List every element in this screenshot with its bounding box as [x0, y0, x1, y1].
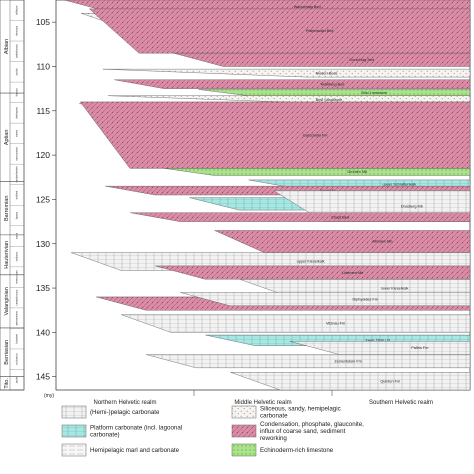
axis-tick-label: 125 [36, 194, 50, 204]
unit-label: Diphyoides Fm [353, 297, 378, 301]
legend-swatch-green [231, 443, 257, 457]
stage-column-box [0, 0, 25, 391]
substage-label: jacobi [15, 376, 19, 384]
stage-label: Barremian [4, 196, 10, 221]
substage-label: jacobi [15, 68, 19, 76]
realm-label: Middle Helvetic realm [234, 400, 291, 406]
axis-tick-label: 135 [36, 283, 50, 293]
unit-label: Brisi Limestone [361, 91, 387, 95]
unit-label: Plattenwald Bed [306, 29, 333, 33]
unit-label: Wannenalp Bed [294, 5, 321, 9]
unit-label: Niederi Beds [316, 71, 338, 75]
substage-label: furcata [15, 88, 19, 96]
unit-label: Quinten Fm [380, 379, 400, 383]
axis-tick-label: 140 [36, 327, 50, 337]
substage-label: boissieri [15, 334, 19, 344]
units-layer: Wannenalp BedGarschella FmSelun BedsPlat… [64, 0, 471, 391]
legend-swatch-dots [231, 405, 257, 419]
legend-label: Platform carbonate (incl. lagoonal [90, 425, 182, 432]
substage-label: verrucosum [15, 270, 19, 284]
stage-label: Berriasian [4, 340, 10, 365]
unit-label: Zementstein Fm [334, 359, 361, 363]
unit-hemi [230, 372, 471, 391]
substage-label: pertransiens [15, 310, 19, 325]
realm-label: Southern Helvetic realm [369, 400, 433, 406]
unit-hemi [121, 314, 471, 333]
unit-label: Grünten Mb [347, 170, 367, 174]
stage-column: Albian Aptian Barremian Hauterivian Valangin… [0, 0, 25, 391]
legend-label: reworking [260, 435, 287, 442]
legend-swatch-pink [231, 424, 257, 438]
stage-label: Hauterivian [4, 241, 10, 269]
substage-label: tardefurcata [15, 44, 19, 58]
substage-label: campylotoxus [15, 289, 19, 306]
legend-swatch-cyan [61, 424, 87, 438]
substage-label: ligatus [15, 211, 19, 219]
legend-label: carbonate [260, 413, 288, 420]
axis-tick-label: 130 [36, 239, 50, 249]
substage-label: weissi [15, 129, 19, 136]
substage-label: vandenheckei [15, 166, 19, 182]
unit-label: lower Kieselkalk [381, 286, 408, 290]
axis-tick-label: 110 [36, 61, 50, 71]
legend-label: Hemipelagic marl and carbonate [90, 447, 180, 454]
substage-label: sartousiana [15, 147, 19, 161]
unit-label: Durschlag Bed [349, 58, 374, 62]
axis-unit-label: (my) [44, 393, 54, 399]
unit-label: Brisi Sandstone [316, 98, 343, 102]
unit-hemi [146, 354, 471, 369]
substage-label: inflatum [15, 6, 19, 15]
unit-label: upper Schrattenkalk [382, 183, 416, 187]
substage-label: radiatus [15, 251, 19, 261]
substage-label: deshayesi [15, 107, 19, 119]
stage-label: Tito. [4, 378, 10, 389]
axis-tick-label: 145 [36, 372, 50, 382]
unit-label: Altmann Mb [372, 240, 392, 244]
legend-swatch-hemi [61, 405, 87, 419]
unit-pink [173, 52, 471, 67]
axis-tick-label: 105 [36, 17, 50, 27]
substage-label: sayni [15, 233, 19, 239]
legend-label: Condensation, phosphate, glauconite, [260, 421, 364, 428]
axis-tick-label: 120 [36, 150, 50, 160]
unit-label: Palfris Fm [411, 346, 428, 350]
legend: (Hemi-)pelagic carbonate Siliceous, sandy… [61, 405, 364, 457]
unit-label: Drusberg Mb [401, 204, 423, 208]
legend-swatch-marl [61, 443, 87, 457]
stage-label: Valanginian [4, 287, 10, 315]
unit-hemi [180, 292, 471, 306]
stage-label: Albian [4, 39, 10, 54]
realm-labels: Northern Helvetic realm Middle Helvetic r… [93, 390, 433, 406]
unit-pink [88, 8, 471, 54]
axis-tick-label: 115 [36, 106, 50, 116]
unit-label: Twäriberg Bed [320, 82, 344, 86]
unit-label: Garschella Fm [303, 133, 328, 137]
unit-pink [79, 101, 471, 169]
substage-label: dentatus [15, 25, 19, 36]
unit-pink [130, 212, 471, 222]
unit-label: upper Kieselkalk [297, 260, 325, 264]
unit-label: Lidernen Mb [342, 271, 363, 275]
unit-label: Chopf Bed [331, 215, 349, 219]
substage-label: occitanica [15, 353, 19, 365]
legend-label: influx of coarse sand, sediment [260, 428, 346, 435]
legend-label: carbonate) [90, 432, 120, 439]
unit-green [198, 89, 471, 96]
age-axis: 105 110 115 120 125 130 135 140 145 (my) [36, 17, 56, 399]
unit-label: Vitznau Fm [326, 322, 345, 326]
legend-label: (Hemi-)pelagic carbonate [90, 409, 160, 416]
unit-pink [114, 79, 471, 89]
realm-label: Northern Helvetic realm [93, 400, 156, 406]
unit-green [164, 168, 471, 176]
legend-label: Siliceous, sandy, hemipelagic [260, 406, 341, 413]
substage-label: nicklesi [15, 190, 19, 199]
stage-label: Aptian [4, 130, 10, 146]
unit-label: lower Öhrli Lst [366, 339, 391, 343]
unit-dots [102, 68, 471, 78]
unit-pink [155, 265, 471, 280]
legend-label: Echinoderm-rich limestone [260, 447, 334, 454]
